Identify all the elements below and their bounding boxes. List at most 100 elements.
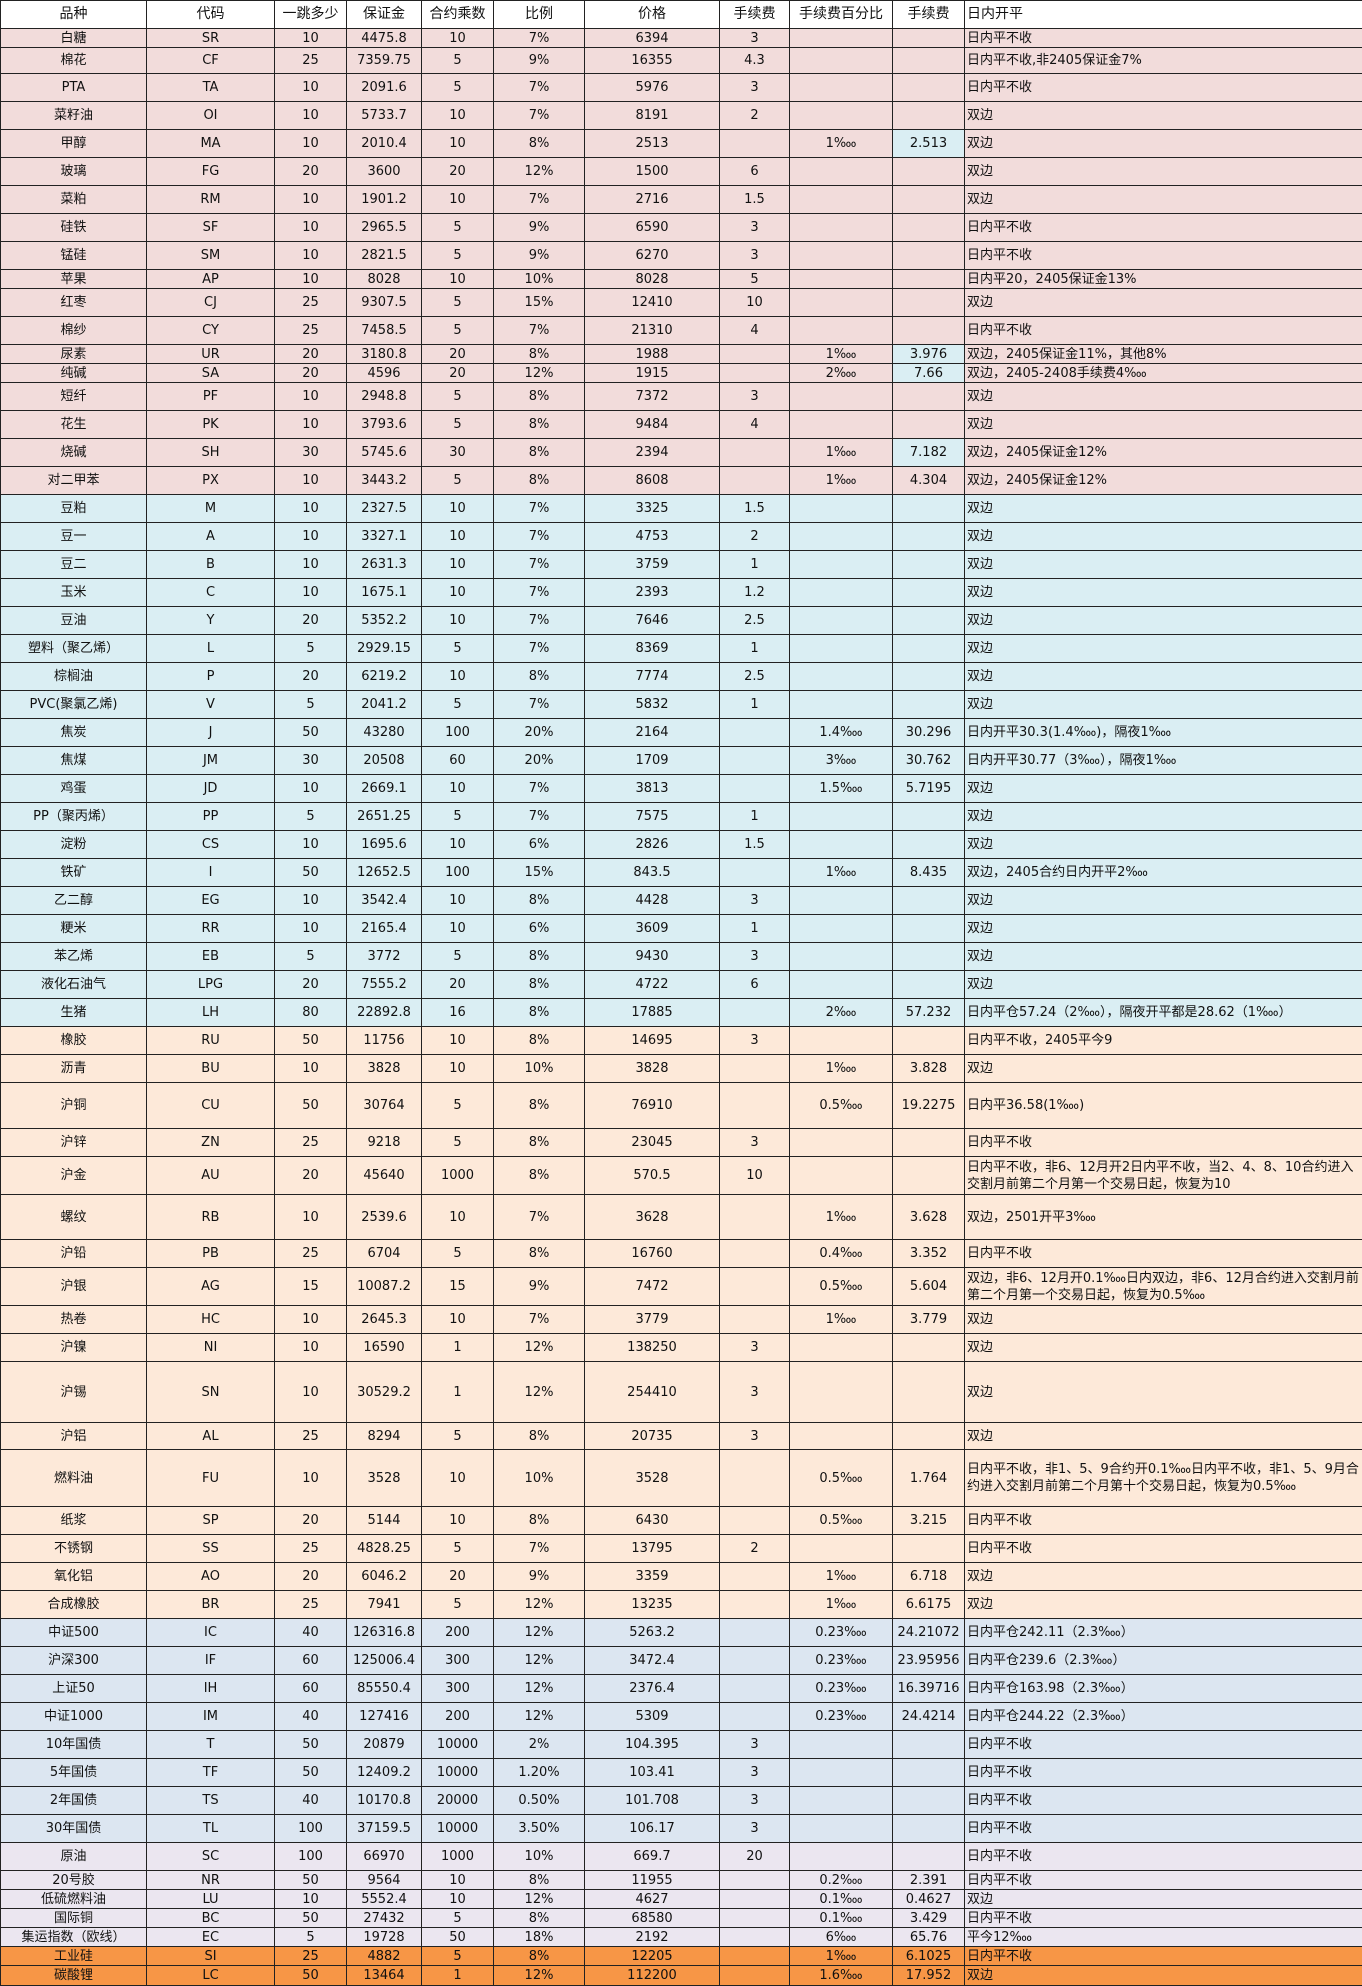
cell-fee-calculated: 3.215: [893, 1507, 965, 1535]
cell-fee-calculated: 57.232: [893, 999, 965, 1027]
cell-ratio: 0.50%: [494, 1787, 585, 1815]
cell-margin: 3327.1: [347, 523, 422, 551]
cell-fee: 1: [720, 915, 790, 943]
cell-ratio: 15%: [494, 289, 585, 317]
cell-variety: 原油: [1, 1843, 147, 1871]
cell-tick-value: 10: [275, 1306, 347, 1334]
cell-multiplier: 10: [422, 775, 494, 803]
cell-code: SM: [147, 242, 275, 270]
cell-tick-value: 50: [275, 719, 347, 747]
cell-multiplier: 10: [422, 887, 494, 915]
cell-price: 5309: [585, 1703, 720, 1731]
cell-variety: 中证500: [1, 1619, 147, 1647]
cell-margin: 16590: [347, 1334, 422, 1362]
cell-multiplier: 10: [422, 270, 494, 289]
cell-price: 3813: [585, 775, 720, 803]
cell-fee: [720, 1703, 790, 1731]
cell-margin: 5733.7: [347, 102, 422, 130]
cell-margin: 10170.8: [347, 1787, 422, 1815]
cell-fee-calculated: [893, 943, 965, 971]
cell-multiplier: 10: [422, 551, 494, 579]
cell-fee-percent: [790, 1423, 893, 1450]
cell-fee: 1: [720, 803, 790, 831]
cell-intraday-rule: 双边: [965, 411, 1362, 439]
cell-fee-calculated: [893, 971, 965, 999]
cell-margin: 9564: [347, 1871, 422, 1890]
cell-ratio: 6%: [494, 831, 585, 859]
cell-price: 4753: [585, 523, 720, 551]
cell-fee: 3: [720, 74, 790, 102]
cell-multiplier: 10000: [422, 1759, 494, 1787]
cell-multiplier: 5: [422, 383, 494, 411]
cell-fee-calculated: 6.6175: [893, 1591, 965, 1619]
cell-fee-percent: [790, 1843, 893, 1871]
cell-code: Y: [147, 607, 275, 635]
cell-margin: 125006.4: [347, 1647, 422, 1675]
cell-code: LH: [147, 999, 275, 1027]
cell-price: 1709: [585, 747, 720, 775]
cell-variety: 工业硅: [1, 1947, 147, 1966]
cell-intraday-rule: 双边: [965, 1306, 1362, 1334]
cell-price: 3528: [585, 1450, 720, 1507]
cell-fee-calculated: 2.513: [893, 130, 965, 158]
cell-code: BU: [147, 1055, 275, 1083]
cell-margin: 2651.25: [347, 803, 422, 831]
cell-fee: 3: [720, 943, 790, 971]
cell-variety: 甲醇: [1, 130, 147, 158]
cell-tick-value: 25: [275, 1947, 347, 1966]
cell-intraday-rule: 双边: [965, 803, 1362, 831]
cell-price: 13795: [585, 1535, 720, 1563]
cell-fee: 5: [720, 270, 790, 289]
column-header-multiplier: 合约乘数: [422, 1, 494, 29]
cell-fee: 2.5: [720, 663, 790, 691]
cell-fee-percent: 3‱: [790, 747, 893, 775]
cell-fee: [720, 467, 790, 495]
cell-fee-calculated: 3.352: [893, 1240, 965, 1268]
cell-intraday-rule: 日内平20，2405保证金13%: [965, 270, 1362, 289]
cell-multiplier: 30: [422, 439, 494, 467]
cell-ratio: 9%: [494, 48, 585, 74]
cell-margin: 3180.8: [347, 345, 422, 364]
cell-code: P: [147, 663, 275, 691]
cell-tick-value: 25: [275, 317, 347, 345]
cell-intraday-rule: 日内平不收，2405平今9: [965, 1027, 1362, 1055]
cell-intraday-rule: 双边: [965, 1362, 1362, 1423]
cell-variety: 棕榈油: [1, 663, 147, 691]
cell-margin: 127416: [347, 1703, 422, 1731]
cell-margin: 7555.2: [347, 971, 422, 999]
cell-multiplier: 10000: [422, 1731, 494, 1759]
cell-code: CU: [147, 1083, 275, 1129]
cell-intraday-rule: 双边: [965, 102, 1362, 130]
cell-fee-percent: [790, 943, 893, 971]
cell-variety: 20号胶: [1, 1871, 147, 1890]
cell-multiplier: 5: [422, 1423, 494, 1450]
cell-fee-calculated: [893, 102, 965, 130]
cell-variety: 烧碱: [1, 439, 147, 467]
cell-margin: 3528: [347, 1450, 422, 1507]
cell-variety: 菜粕: [1, 186, 147, 214]
cell-intraday-rule: 双边: [965, 831, 1362, 859]
cell-multiplier: 20: [422, 158, 494, 186]
cell-fee-calculated: 3.976: [893, 345, 965, 364]
cell-fee-calculated: 19.2275: [893, 1083, 965, 1129]
cell-multiplier: 15: [422, 1268, 494, 1306]
cell-fee-calculated: [893, 691, 965, 719]
cell-fee-percent: [790, 831, 893, 859]
cell-ratio: 12%: [494, 1334, 585, 1362]
cell-intraday-rule: 双边: [965, 130, 1362, 158]
cell-ratio: 8%: [494, 411, 585, 439]
cell-price: 14695: [585, 1027, 720, 1055]
cell-tick-value: 60: [275, 1647, 347, 1675]
cell-tick-value: 20: [275, 607, 347, 635]
cell-intraday-rule: 日内平不收: [965, 1787, 1362, 1815]
cell-intraday-rule: 双边: [965, 943, 1362, 971]
cell-fee-percent: 2‱: [790, 999, 893, 1027]
